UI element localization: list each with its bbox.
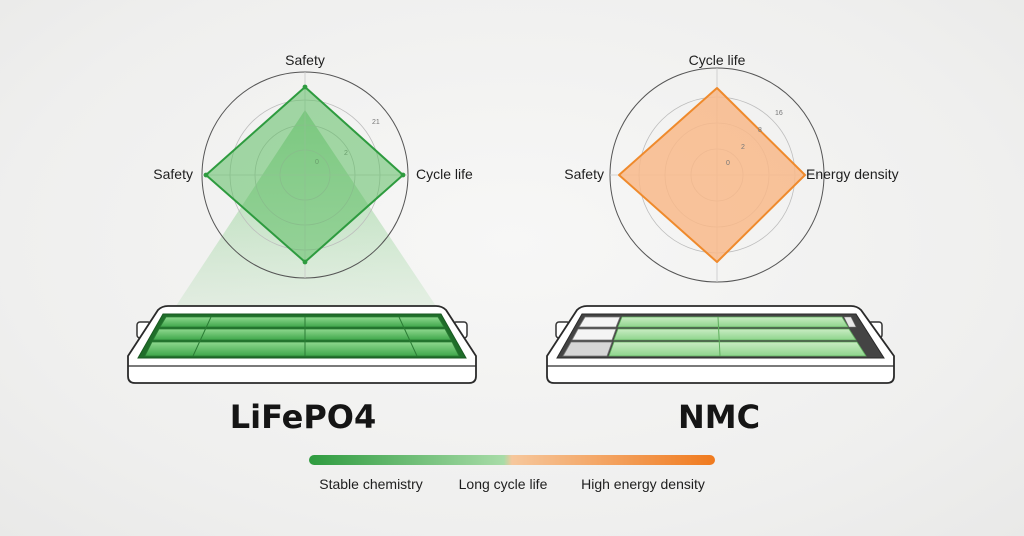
radar-tick-label: 2 xyxy=(741,144,745,151)
lifepo4-panel: 0 2 21 Safety Safety Cycle life xyxy=(127,52,477,436)
battery-cell-row xyxy=(152,328,452,341)
battery-cell-divider xyxy=(192,316,212,357)
nmc-panel: 0 2 8 16 Cycle life Safety Energy densit… xyxy=(546,52,899,436)
legend: Stable chemistry Long cycle life High en… xyxy=(309,455,715,492)
battery-empty-slot xyxy=(562,341,613,357)
nmc-title: NMC xyxy=(678,398,760,436)
radar-vertex xyxy=(203,172,209,178)
legend-gradient-bar xyxy=(309,455,715,465)
lifepo4-title: LiFePO4 xyxy=(230,398,377,436)
battery-cell-row xyxy=(613,328,857,341)
battery-cell-row xyxy=(608,341,867,357)
battery-empty-slot xyxy=(571,328,617,341)
radar-vertex xyxy=(302,259,308,265)
battery-cell-row xyxy=(144,341,460,357)
lifepo4-radar-chart: 0 2 21 Safety Safety Cycle life xyxy=(153,52,473,279)
battery-end-slot xyxy=(843,316,857,328)
nmc-battery-pack xyxy=(546,305,895,384)
nmc-radar-chart: 0 2 8 16 Cycle life Safety Energy densit… xyxy=(564,52,899,283)
radar-axis-right-label: Cycle life xyxy=(416,166,473,182)
battery-cell-row xyxy=(617,316,849,328)
nmc-radar-shape xyxy=(618,87,806,263)
radar-tick-label: 16 xyxy=(775,110,783,117)
battery-cell-row xyxy=(159,316,445,328)
lifepo4-battery-pack xyxy=(127,305,477,384)
battery-empty-slot xyxy=(578,316,621,328)
battery-cell-divider xyxy=(717,316,721,357)
radar-tick-label: 21 xyxy=(372,119,380,126)
radar-axis-top-label: Safety xyxy=(285,52,325,68)
radar-axis-top-label: Cycle life xyxy=(689,52,746,68)
legend-label-stable-chemistry: Stable chemistry xyxy=(319,476,422,492)
legend-label-high-energy-density: High energy density xyxy=(581,476,705,492)
radar-vertex xyxy=(400,172,406,178)
radar-axis-right-label: Energy density xyxy=(806,166,899,182)
radar-axis-left-label: Safety xyxy=(564,166,604,182)
radar-axis-left-label: Safety xyxy=(153,166,193,182)
battery-cell-divider xyxy=(398,316,418,357)
legend-label-long-cycle-life: Long cycle life xyxy=(459,476,548,492)
radar-tick-label: 0 xyxy=(726,160,730,167)
radar-vertex xyxy=(302,84,308,90)
radar-tick-label: 8 xyxy=(758,127,762,134)
